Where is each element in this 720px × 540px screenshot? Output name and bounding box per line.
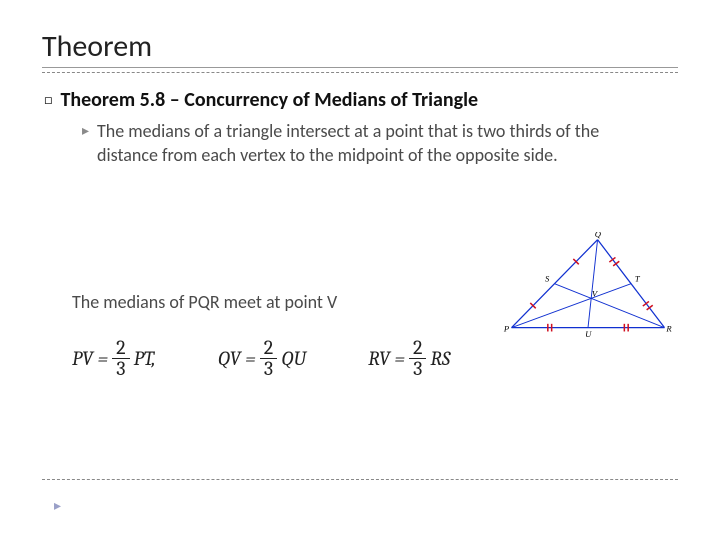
theorem-body-row: ▸ The medians of a triangle intersect at…: [82, 119, 678, 167]
slide-title: Theorem: [42, 28, 678, 68]
svg-text:V: V: [592, 288, 599, 298]
equation: RV = 23RS: [368, 338, 450, 379]
svg-text:U: U: [585, 329, 592, 339]
equations-row: PV = 23PT, QV = 23QU RV = 23RS: [72, 338, 450, 379]
triangle-diagram: P Q R S T U V: [498, 232, 678, 342]
svg-text:S: S: [545, 274, 550, 284]
svg-text:T: T: [635, 274, 641, 284]
theorem-body: The medians of a triangle intersect at a…: [97, 119, 637, 167]
square-bullet-icon: □: [44, 87, 52, 113]
arrow-bullet-icon: ▸: [82, 119, 89, 167]
theorem-heading-row: □ Theorem 5.8 – Concurrency of Medians o…: [44, 87, 678, 113]
equation: QV = 23QU: [218, 338, 306, 379]
theorem-heading: Theorem 5.8 – Concurrency of Medians of …: [60, 87, 478, 113]
equation: PV = 23PT,: [72, 338, 156, 379]
bottom-dashed-rule: [42, 479, 678, 480]
figure-caption: The medians of PQR meet at point V: [72, 291, 337, 313]
svg-text:R: R: [665, 323, 672, 333]
footer-arrow-icon: ▸: [54, 497, 61, 514]
svg-text:P: P: [503, 323, 510, 333]
caption-and-figure-row: The medians of PQR meet at point V PQRST…: [72, 262, 678, 342]
svg-text:Q: Q: [595, 232, 602, 239]
top-dashed-rule: [42, 72, 678, 73]
